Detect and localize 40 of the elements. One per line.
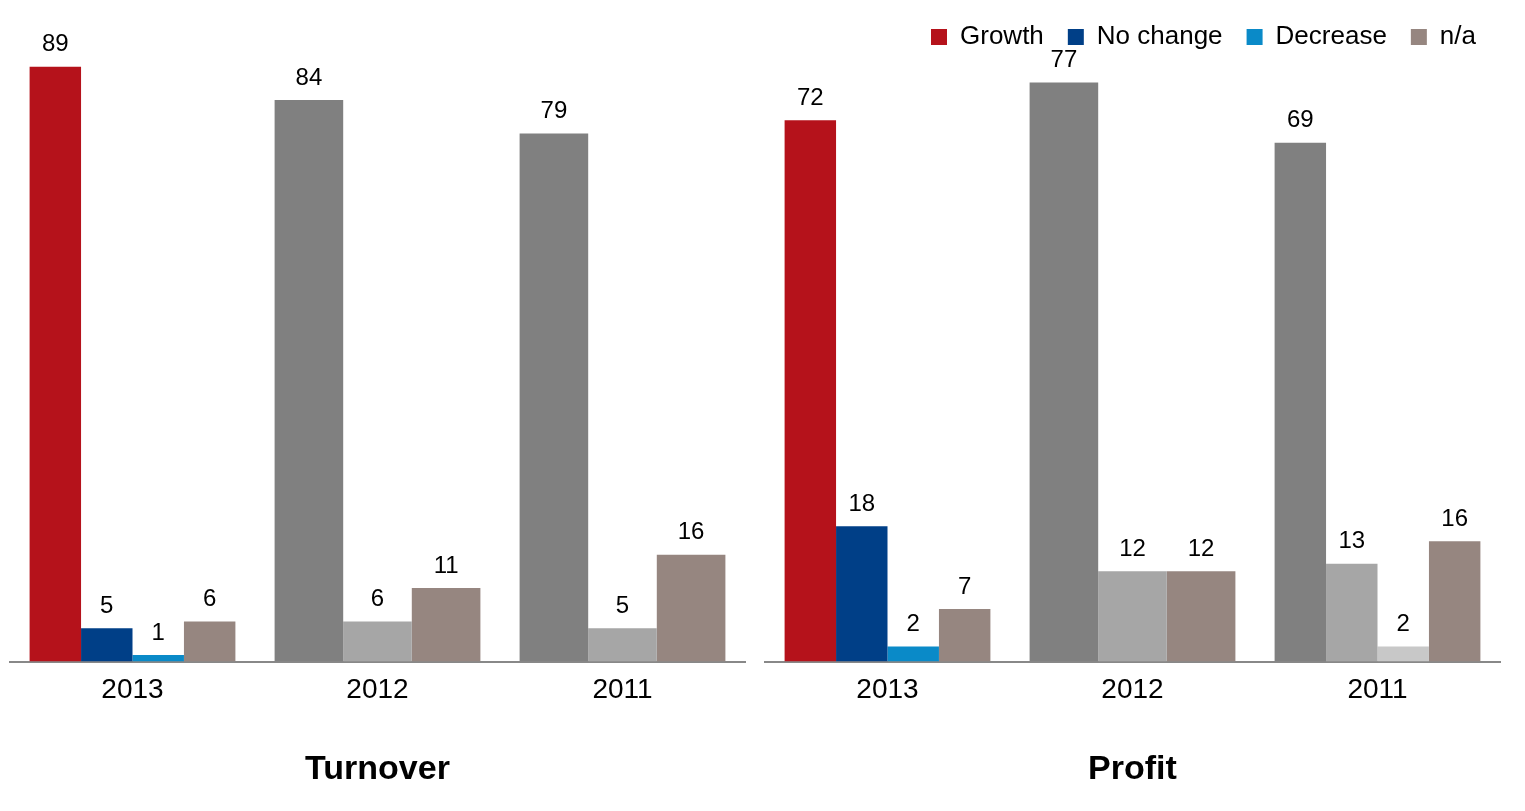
legend-label: n/a [1439, 20, 1477, 51]
legend-label: No change [1096, 20, 1223, 51]
data-label: 5 [100, 590, 114, 618]
data-label: 12 [1119, 533, 1146, 561]
data-label: 2 [1396, 609, 1410, 637]
data-label: 12 [1187, 533, 1215, 561]
data-label: 6 [203, 584, 217, 612]
x-tick-label: 2011 [592, 673, 653, 705]
x-tick-label: 2013 [856, 673, 919, 705]
data-label: 18 [848, 488, 876, 516]
data-label: 6 [370, 584, 385, 612]
x-tick-label: 2012 [346, 673, 409, 705]
data-label: 72 [796, 82, 824, 110]
data-label: 84 [295, 62, 323, 90]
x-tick-label: 2013 [101, 673, 164, 705]
bar [836, 526, 888, 662]
data-label: 89 [41, 29, 69, 57]
x-tick-label: 2011 [1347, 673, 1408, 705]
bar [1377, 646, 1429, 662]
data-label: 13 [1338, 526, 1366, 554]
data-label: 69 [1286, 105, 1314, 133]
data-label: 7 [958, 571, 972, 599]
legend-label: Decrease [1275, 20, 1387, 51]
bar [887, 646, 939, 662]
data-label: 1 [151, 617, 165, 645]
bar [1428, 541, 1481, 662]
bar [938, 608, 991, 662]
text: Turnover [305, 747, 450, 786]
legend-label: Growth [960, 20, 1044, 51]
data-label: 16 [1441, 503, 1469, 531]
bar [784, 120, 837, 662]
bar [1326, 563, 1378, 662]
text: Profit [1088, 747, 1177, 786]
data-label: 16 [677, 517, 705, 545]
data-label: 5 [615, 590, 630, 618]
data-label: 11 [433, 550, 459, 578]
data-label: 79 [540, 96, 568, 124]
x-tick-label: 2012 [1101, 673, 1164, 705]
data-label: 77 [1050, 45, 1078, 73]
data-label: 2 [906, 609, 920, 637]
